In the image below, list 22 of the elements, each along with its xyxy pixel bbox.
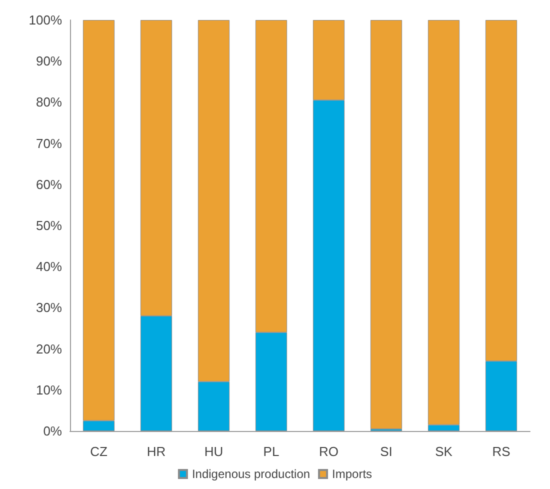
y-tick-label: 80% — [36, 94, 62, 110]
y-tick-label: 50% — [36, 218, 62, 233]
x-tick-label: SK — [435, 444, 453, 459]
y-tick-label: 0% — [43, 424, 62, 438]
y-tick-label: 10% — [36, 382, 62, 398]
y-tick-label: 90% — [36, 54, 62, 69]
x-tick-label: SI — [380, 444, 392, 459]
x-tick-label: PL — [263, 444, 280, 459]
legend-label: Indigenous production — [192, 467, 310, 481]
x-tick-label: CZ — [90, 444, 108, 459]
y-tick-label: 40% — [36, 259, 62, 274]
x-tick-label: RS — [492, 444, 511, 459]
x-tick-label: RO — [319, 444, 338, 459]
bar — [370, 20, 402, 429]
y-tick-label: 30% — [36, 300, 62, 316]
legend-label: Imports — [332, 467, 372, 481]
x-tick-label: HR — [146, 444, 166, 459]
y-tick-label: 20% — [36, 341, 62, 356]
y-tick-label: 70% — [36, 136, 62, 151]
y-tick-label: 100% — [28, 12, 62, 28]
y-tick-label: 60% — [36, 176, 62, 192]
x-tick-label: HU — [204, 444, 224, 459]
